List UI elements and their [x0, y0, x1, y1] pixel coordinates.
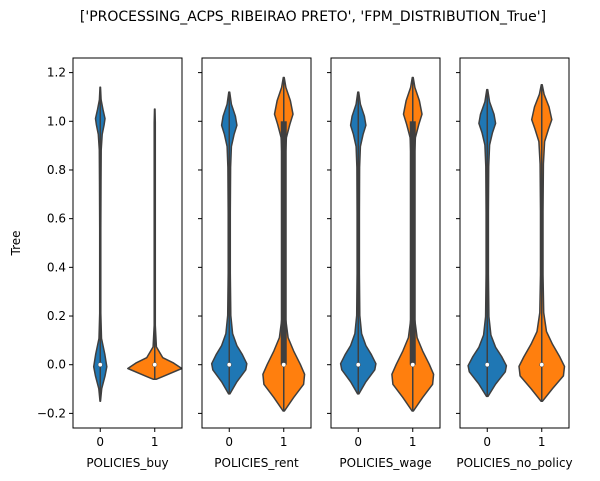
x-tick-label-1: 1	[409, 435, 417, 449]
violin-panel-2: 0 1 POLICIES_rent	[198, 57, 312, 470]
violin-median-0	[97, 362, 103, 368]
violin-panel-3: 0 1 POLICIES_wage	[327, 57, 441, 470]
violin-median-0	[355, 362, 361, 368]
violin-panel-4: 0 1 POLICIES_no_policy	[456, 57, 573, 470]
x-tick-label-1: 1	[280, 435, 288, 449]
x-axis-label: POLICIES_no_policy	[456, 456, 572, 470]
y-tick-label: 0.2	[47, 309, 66, 323]
x-tick-label-1: 1	[538, 435, 546, 449]
x-axis-label: POLICIES_buy	[86, 456, 168, 470]
violin-median-1	[410, 362, 416, 368]
x-axis-label: POLICIES_wage	[339, 456, 431, 470]
x-tick-label-0: 0	[225, 435, 233, 449]
y-tick-label: 0.4	[47, 260, 66, 274]
violin-median-1	[152, 362, 158, 368]
y-tick-label: 0.6	[47, 212, 66, 226]
axes-frame	[72, 57, 183, 429]
x-tick-label-0: 0	[354, 435, 362, 449]
y-tick-label: 0.8	[47, 163, 66, 177]
violin-median-0	[484, 362, 490, 368]
x-tick-label-0: 0	[96, 435, 104, 449]
y-tick-label: 1.2	[47, 66, 66, 80]
y-tick-label: −0.2	[37, 406, 66, 420]
violin-median-0	[226, 362, 232, 368]
x-axis-label: POLICIES_rent	[214, 456, 299, 470]
violin-iqr-1	[280, 121, 287, 365]
axes-frame	[330, 57, 441, 429]
violin-median-1	[539, 362, 545, 368]
axes-frame	[201, 57, 312, 429]
figure-title: ['PROCESSING_ACPS_RIBEIRAO PRETO', 'FPM_…	[80, 9, 546, 25]
x-tick-label-1: 1	[151, 435, 159, 449]
y-axis-label: Tree	[9, 230, 23, 256]
x-tick-label-0: 0	[483, 435, 491, 449]
violin-iqr-1	[409, 121, 416, 365]
violin-median-1	[281, 362, 287, 368]
y-tick-label: 1.0	[47, 114, 66, 128]
axes-frame	[459, 57, 570, 429]
y-tick-label: 0.0	[47, 358, 66, 372]
violin-panel-1: 0 1 POLICIES_buy −0.2 0.0 0.2 0.4 0.6 0.8 1.0 1.2	[37, 57, 183, 470]
